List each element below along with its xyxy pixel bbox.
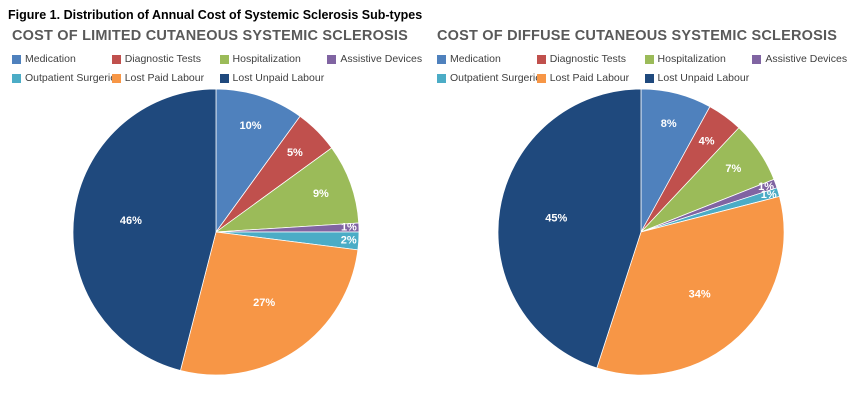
- legend-item-lost-unpaid-labour: Lost Unpaid Labour: [219, 72, 328, 84]
- pie-value-label-medication: 8%: [660, 118, 676, 130]
- legend-label: Lost Unpaid Labour: [232, 72, 325, 84]
- legend-swatch-assistive-devices: [752, 54, 762, 64]
- legend-label: Lost Unpaid Labour: [657, 72, 750, 84]
- legend-label: Outpatient Surgeries: [25, 72, 122, 84]
- pie-value-label-outpatient-surgeries: 2%: [340, 234, 356, 246]
- legend-swatch-outpatient-surgeries: [12, 73, 21, 83]
- legend-item-lost-paid-labour: Lost Paid Labour: [536, 72, 645, 84]
- legend-label: Diagnostic Tests: [549, 53, 626, 65]
- pie-value-label-lost-unpaid-labour: 45%: [545, 213, 567, 225]
- pie-chart-limited: 10% 5% 9% 1%2% 27% 46%: [72, 88, 359, 376]
- legend-label: Hospitalization: [232, 53, 301, 65]
- pie-value-label-hospitalization: 9%: [312, 188, 328, 200]
- legend-swatch-medication: [437, 54, 446, 64]
- legend-label: Assistive Devices: [765, 53, 848, 65]
- legend-item-medication: Medication: [12, 53, 112, 65]
- legend-swatch-hospitalization: [219, 54, 229, 64]
- legend-label: Assistive Devices: [340, 53, 423, 65]
- pie-slice-lost-paid-labour: [595, 195, 784, 376]
- legend-item-lost-paid-labour: Lost Paid Labour: [111, 72, 220, 84]
- legend-limited: Medication Diagnostic Tests Hospitalizatio…: [12, 53, 423, 84]
- pie-value-label-assistive-devices: 1%: [340, 222, 356, 234]
- legend-swatch-lost-paid-labour: [111, 73, 121, 83]
- pie-chart-diffuse: 8% 4% 7% 1%1% 34% 45%: [497, 88, 784, 376]
- legend-item-hospitalization: Hospitalization: [219, 53, 328, 65]
- legend-swatch-lost-paid-labour: [536, 73, 546, 83]
- pie-value-label-hospitalization: 7%: [725, 163, 741, 175]
- pie-value-label-lost-paid-labour: 34%: [688, 288, 710, 300]
- pie-value-label-assistive-devices: 1%: [758, 181, 774, 193]
- legend-swatch-medication: [12, 54, 21, 64]
- legend-item-assistive-devices: Assistive Devices: [327, 53, 423, 65]
- pie-wrap: 8% 4% 7% 1% 1% 34% 45%: [437, 86, 844, 378]
- legend-label: Hospitalization: [657, 53, 726, 65]
- legend-swatch-diagnostic-tests: [111, 54, 121, 64]
- legend-label: Diagnostic Tests: [124, 53, 201, 65]
- legend-item-assistive-devices: Assistive Devices: [752, 53, 848, 65]
- pie-value-label-diagnostic-tests: 4%: [698, 136, 714, 148]
- legend-swatch-hospitalization: [644, 54, 654, 64]
- legend-item-lost-unpaid-labour: Lost Unpaid Labour: [644, 72, 753, 84]
- chart-panel-limited: COST OF LIMITED CUTANEOUS SYSTEMIC SCLER…: [0, 24, 425, 378]
- legend-item-hospitalization: Hospitalization: [644, 53, 753, 65]
- pie-slice-lost-unpaid-labour: [72, 88, 216, 371]
- legend-diffuse: Medication Diagnostic Tests Hospitalizatio…: [437, 53, 848, 84]
- legend-label: Lost Paid Labour: [124, 72, 205, 84]
- legend-label: Outpatient Surgeries: [450, 72, 547, 84]
- chart-panel-diffuse: COST OF DIFFUSE CUTANEOUS SYSTEMIC SCLER…: [425, 24, 850, 378]
- pie-slice-lost-paid-labour: [179, 231, 358, 376]
- pie-value-label-lost-unpaid-labour: 46%: [119, 215, 141, 227]
- legend-label: Medication: [25, 53, 76, 65]
- chart-title-diffuse: COST OF DIFFUSE CUTANEOUS SYSTEMIC SCLER…: [437, 28, 838, 44]
- legend-swatch-diagnostic-tests: [536, 54, 546, 64]
- pie-slice-hospitalization: [214, 147, 359, 233]
- legend-item-medication: Medication: [437, 53, 537, 65]
- legend-label: Lost Paid Labour: [549, 72, 630, 84]
- pie-value-label-outpatient-surgeries: 1%: [760, 189, 776, 201]
- pie-slice-medication: [215, 88, 301, 234]
- legend-swatch-lost-unpaid-labour: [219, 73, 229, 83]
- pie-slice-lost-unpaid-labour: [497, 88, 641, 369]
- pie-value-label-diagnostic-tests: 5%: [286, 147, 302, 159]
- chart-title-limited: COST OF LIMITED CUTANEOUS SYSTEMIC SCLER…: [12, 28, 409, 44]
- legend-item-diagnostic-tests: Diagnostic Tests: [111, 53, 220, 65]
- legend-swatch-outpatient-surgeries: [437, 73, 446, 83]
- legend-item-outpatient-surgeries: Outpatient Surgeries: [12, 72, 121, 84]
- legend-label: Medication: [450, 53, 501, 65]
- pie-value-label-lost-paid-labour: 27%: [253, 297, 275, 309]
- legend-swatch-assistive-devices: [327, 54, 337, 64]
- legend-swatch-lost-unpaid-labour: [644, 73, 654, 83]
- legend-item-outpatient-surgeries: Outpatient Surgeries: [437, 72, 546, 84]
- legend-item-diagnostic-tests: Diagnostic Tests: [536, 53, 645, 65]
- pie-value-label-medication: 10%: [239, 120, 261, 132]
- pie-wrap: 10% 5% 9% 1% 2% 27% 46%: [12, 86, 419, 378]
- charts-row: COST OF LIMITED CUTANEOUS SYSTEMIC SCLER…: [0, 24, 850, 378]
- figure-title: Figure 1. Distribution of Annual Cost of…: [8, 8, 423, 22]
